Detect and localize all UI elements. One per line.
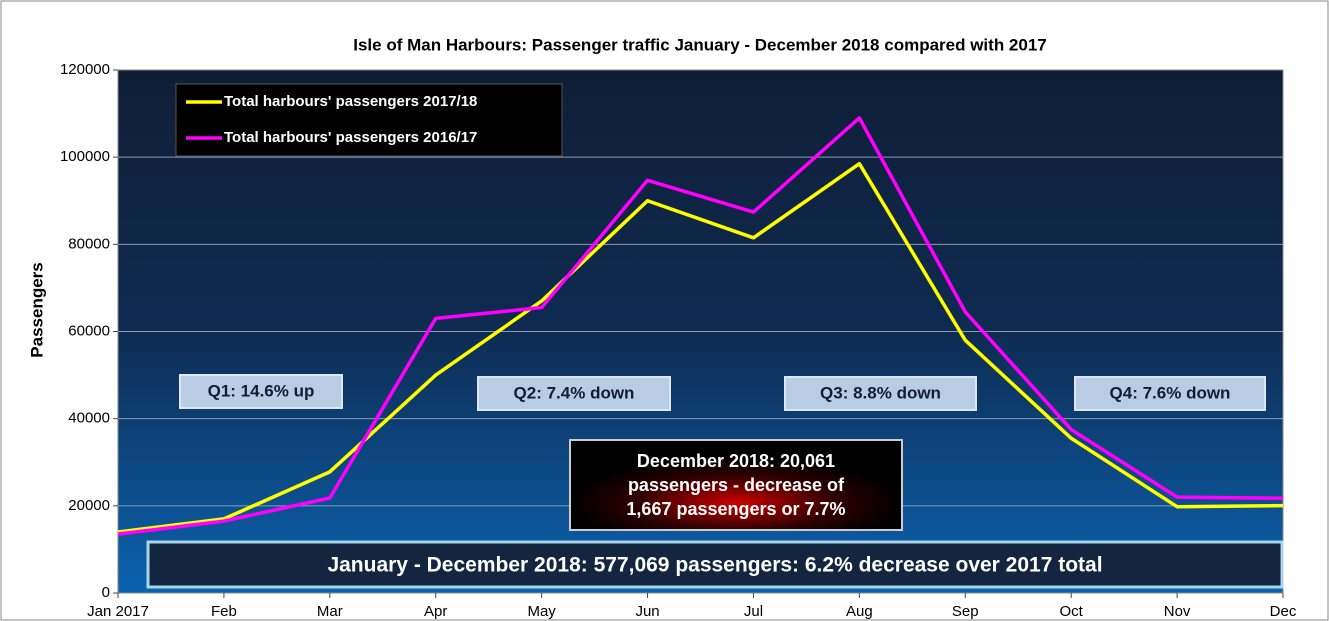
x-tick-label: Jan 2017: [87, 603, 149, 620]
annotation-box: [1074, 376, 1266, 411]
chart-title: Isle of Man Harbours: Passenger traffic …: [353, 35, 1047, 54]
annotation: Q2: 7.4% down: [514, 383, 635, 402]
y-axis-label: Passengers: [27, 262, 46, 357]
x-tick-label: Mar: [317, 603, 343, 620]
summary: January - December 2018: 577,069 passeng…: [327, 554, 1102, 577]
x-tick-label: Jul: [744, 603, 763, 620]
y-tick-label: 60000: [68, 322, 110, 339]
x-tick-label: Nov: [1164, 603, 1191, 620]
y-tick-label: 0: [102, 584, 110, 601]
x-tick-label: Aug: [846, 603, 873, 620]
annotation: Q1: 14.6% up: [208, 381, 315, 400]
december-box: [569, 439, 903, 531]
december-note: December 2018: 20,061: [637, 451, 835, 471]
series-line: [117, 161, 1284, 534]
annotation: Q3: 8.8% down: [820, 383, 941, 402]
annotation-box: [179, 374, 343, 409]
summary-box: [146, 540, 1284, 589]
x-tick-label: Dec: [1270, 603, 1297, 620]
legend-label: Total harbours' passengers 2017/18: [224, 93, 477, 110]
x-tick-label: May: [527, 603, 556, 620]
annotation-box: [784, 376, 977, 411]
y-tick-label: 80000: [68, 235, 110, 252]
december-note: 1,667 passengers or 7.7%: [626, 499, 845, 519]
annotation-box: [477, 376, 671, 411]
december-note: passengers - decrease of: [628, 475, 845, 495]
y-tick-label: 100000: [60, 148, 110, 165]
y-tick-label: 20000: [68, 497, 110, 514]
y-tick-label: 40000: [68, 410, 110, 427]
y-tick-label: 120000: [60, 61, 110, 78]
legend-box: [175, 83, 563, 157]
series-line: [117, 116, 1284, 536]
annotation: Q4: 7.6% down: [1110, 383, 1231, 402]
legend-label: Total harbours' passengers 2016/17: [224, 129, 477, 146]
x-tick-label: Feb: [211, 603, 237, 620]
x-tick-label: Oct: [1060, 603, 1084, 620]
x-tick-label: Sep: [952, 603, 979, 620]
x-tick-label: Jun: [635, 603, 659, 620]
x-tick-label: Apr: [424, 603, 447, 620]
